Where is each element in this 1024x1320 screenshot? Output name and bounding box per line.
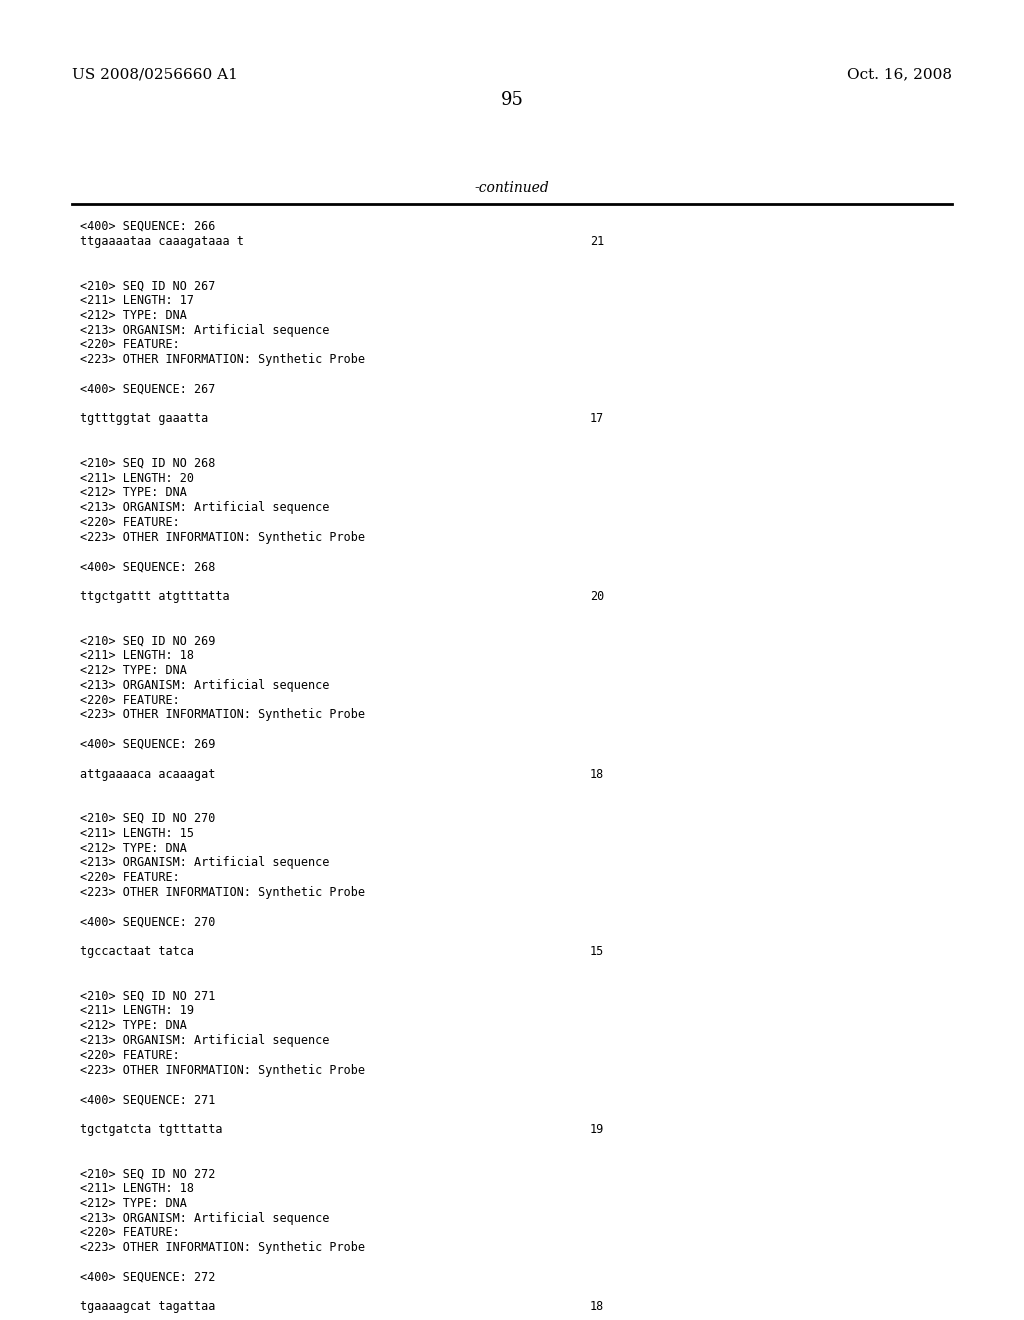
Text: <212> TYPE: DNA: <212> TYPE: DNA: [80, 842, 186, 854]
Text: 18: 18: [590, 1300, 604, 1313]
Text: <223> OTHER INFORMATION: Synthetic Probe: <223> OTHER INFORMATION: Synthetic Probe: [80, 1241, 365, 1254]
Text: <212> TYPE: DNA: <212> TYPE: DNA: [80, 486, 186, 499]
Text: <210> SEQ ID NO 271: <210> SEQ ID NO 271: [80, 990, 215, 1003]
Text: attgaaaaca acaaagat: attgaaaaca acaaagat: [80, 768, 215, 780]
Text: <223> OTHER INFORMATION: Synthetic Probe: <223> OTHER INFORMATION: Synthetic Probe: [80, 886, 365, 899]
Text: Oct. 16, 2008: Oct. 16, 2008: [847, 67, 952, 81]
Text: <210> SEQ ID NO 270: <210> SEQ ID NO 270: [80, 812, 215, 825]
Text: <220> FEATURE:: <220> FEATURE:: [80, 693, 180, 706]
Text: tgtttggtat gaaatta: tgtttggtat gaaatta: [80, 412, 208, 425]
Text: <211> LENGTH: 19: <211> LENGTH: 19: [80, 1005, 194, 1018]
Text: <210> SEQ ID NO 268: <210> SEQ ID NO 268: [80, 457, 215, 470]
Text: 95: 95: [501, 91, 523, 110]
Text: ttgaaaataa caaagataaa t: ttgaaaataa caaagataaa t: [80, 235, 244, 248]
Text: <223> OTHER INFORMATION: Synthetic Probe: <223> OTHER INFORMATION: Synthetic Probe: [80, 1064, 365, 1077]
Text: 21: 21: [590, 235, 604, 248]
Text: 17: 17: [590, 412, 604, 425]
Text: <220> FEATURE:: <220> FEATURE:: [80, 338, 180, 351]
Text: ttgctgattt atgtttatta: ttgctgattt atgtttatta: [80, 590, 229, 603]
Text: <213> ORGANISM: Artificial sequence: <213> ORGANISM: Artificial sequence: [80, 1034, 330, 1047]
Text: <210> SEQ ID NO 269: <210> SEQ ID NO 269: [80, 635, 215, 647]
Text: <400> SEQUENCE: 270: <400> SEQUENCE: 270: [80, 916, 215, 928]
Text: US 2008/0256660 A1: US 2008/0256660 A1: [72, 67, 238, 81]
Text: <210> SEQ ID NO 272: <210> SEQ ID NO 272: [80, 1167, 215, 1180]
Text: <223> OTHER INFORMATION: Synthetic Probe: <223> OTHER INFORMATION: Synthetic Probe: [80, 354, 365, 366]
Text: tgccactaat tatca: tgccactaat tatca: [80, 945, 194, 958]
Text: <400> SEQUENCE: 266: <400> SEQUENCE: 266: [80, 220, 215, 234]
Text: <213> ORGANISM: Artificial sequence: <213> ORGANISM: Artificial sequence: [80, 1212, 330, 1225]
Text: tgctgatcta tgtttatta: tgctgatcta tgtttatta: [80, 1123, 222, 1135]
Text: <211> LENGTH: 20: <211> LENGTH: 20: [80, 471, 194, 484]
Text: <400> SEQUENCE: 268: <400> SEQUENCE: 268: [80, 561, 215, 573]
Text: <212> TYPE: DNA: <212> TYPE: DNA: [80, 1197, 186, 1210]
Text: -continued: -continued: [475, 181, 549, 195]
Text: tgaaaagcat tagattaa: tgaaaagcat tagattaa: [80, 1300, 215, 1313]
Text: <400> SEQUENCE: 272: <400> SEQUENCE: 272: [80, 1271, 215, 1284]
Text: <210> SEQ ID NO 267: <210> SEQ ID NO 267: [80, 280, 215, 292]
Text: <220> FEATURE:: <220> FEATURE:: [80, 1226, 180, 1239]
Text: 20: 20: [590, 590, 604, 603]
Text: <213> ORGANISM: Artificial sequence: <213> ORGANISM: Artificial sequence: [80, 502, 330, 515]
Text: <223> OTHER INFORMATION: Synthetic Probe: <223> OTHER INFORMATION: Synthetic Probe: [80, 709, 365, 722]
Text: <213> ORGANISM: Artificial sequence: <213> ORGANISM: Artificial sequence: [80, 323, 330, 337]
Text: <400> SEQUENCE: 267: <400> SEQUENCE: 267: [80, 383, 215, 396]
Text: 19: 19: [590, 1123, 604, 1135]
Text: <220> FEATURE:: <220> FEATURE:: [80, 871, 180, 884]
Text: <211> LENGTH: 15: <211> LENGTH: 15: [80, 826, 194, 840]
Text: <220> FEATURE:: <220> FEATURE:: [80, 516, 180, 529]
Text: <213> ORGANISM: Artificial sequence: <213> ORGANISM: Artificial sequence: [80, 857, 330, 870]
Text: <211> LENGTH: 18: <211> LENGTH: 18: [80, 649, 194, 663]
Text: <400> SEQUENCE: 269: <400> SEQUENCE: 269: [80, 738, 215, 751]
Text: <211> LENGTH: 18: <211> LENGTH: 18: [80, 1181, 194, 1195]
Text: 15: 15: [590, 945, 604, 958]
Text: <213> ORGANISM: Artificial sequence: <213> ORGANISM: Artificial sequence: [80, 678, 330, 692]
Text: <212> TYPE: DNA: <212> TYPE: DNA: [80, 309, 186, 322]
Text: <223> OTHER INFORMATION: Synthetic Probe: <223> OTHER INFORMATION: Synthetic Probe: [80, 531, 365, 544]
Text: 18: 18: [590, 768, 604, 780]
Text: <220> FEATURE:: <220> FEATURE:: [80, 1049, 180, 1061]
Text: <211> LENGTH: 17: <211> LENGTH: 17: [80, 294, 194, 308]
Text: <212> TYPE: DNA: <212> TYPE: DNA: [80, 664, 186, 677]
Text: <400> SEQUENCE: 271: <400> SEQUENCE: 271: [80, 1093, 215, 1106]
Text: <212> TYPE: DNA: <212> TYPE: DNA: [80, 1019, 186, 1032]
